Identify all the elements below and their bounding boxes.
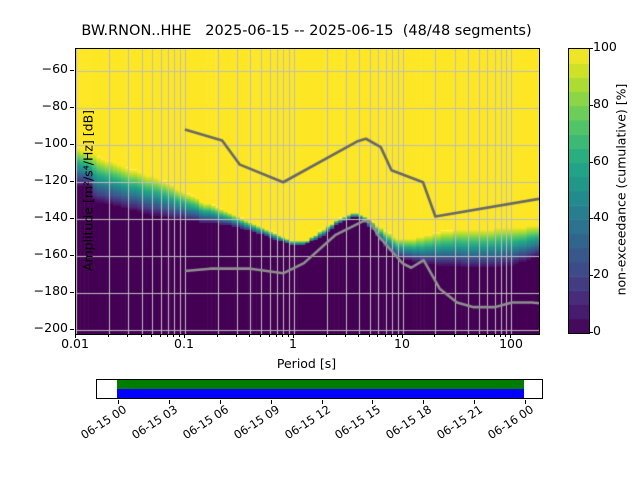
x-minor-tick [345,334,346,337]
x-minor-tick [269,334,270,337]
timeline-tick [118,400,119,404]
x-minor-tick [179,334,180,337]
x-tick-label: 0.01 [61,336,89,351]
x-tick-label: 10 [394,336,410,351]
plot-title: BW.RNON..HHE 2025-06-15 -- 2025-06-15 (4… [81,23,532,39]
y-major-tick [70,218,74,219]
timeline-tick [525,400,526,404]
x-minor-tick [454,334,455,337]
x-minor-tick [391,334,392,337]
colorbar [568,48,590,334]
timeline-tick [169,400,170,404]
colorbar-tick [590,105,593,106]
x-tick-label: 0.1 [174,336,194,351]
x-minor-tick [326,334,327,337]
y-tick-label: −180 [33,283,68,298]
x-minor-tick [108,334,109,337]
y-major-tick [70,292,74,293]
ppsd-heatmap-canvas [76,49,539,334]
x-minor-tick [505,334,506,337]
x-minor-tick [249,334,250,337]
y-tick-label: −160 [33,246,68,261]
x-minor-tick [397,334,398,337]
x-axis-label: Period [s] [276,356,337,371]
x-minor-tick [434,334,435,337]
x-minor-tick [141,334,142,337]
x-minor-tick [486,334,487,337]
y-major-tick [70,181,74,182]
ppsd-plot [75,48,540,335]
timeline-tick [372,400,373,404]
x-minor-tick [160,334,161,337]
x-minor-tick [500,334,501,337]
colorbar-tick [590,275,593,276]
x-minor-tick [260,334,261,337]
y-tick-label: −200 [33,320,68,335]
colorbar-tick [590,218,593,219]
y-major-tick [70,144,74,145]
colorbar-tick-label: 100 [593,39,617,54]
y-axis-label: Amplitude [m²/s⁴/Hz] [dB] [80,109,96,272]
x-minor-tick [127,334,128,337]
colorbar-tick [590,48,593,49]
x-major-tick [293,334,294,338]
timeline-green-bar [117,380,524,389]
x-major-tick [75,334,76,338]
y-tick-label: −60 [41,61,68,76]
y-major-tick [70,329,74,330]
x-minor-tick [288,334,289,337]
colorbar-tick-label: 0 [593,323,601,338]
timeline-tick [220,400,221,404]
x-minor-tick [369,334,370,337]
timeline-tick [423,400,424,404]
x-minor-tick [385,334,386,337]
timeline-tick [271,400,272,404]
x-minor-tick [173,334,174,337]
y-tick-label: −140 [33,209,68,224]
y-major-tick [70,107,74,108]
colorbar-tick-label: 80 [593,95,609,111]
timeline-tick [474,400,475,404]
x-major-tick [402,334,403,338]
x-minor-tick [467,334,468,337]
colorbar-tick-label: 40 [593,209,609,225]
x-minor-tick [151,334,152,337]
colorbar-tick [590,162,593,163]
colorbar-tick-label: 60 [593,152,609,168]
y-tick-label: −80 [41,98,68,113]
y-major-tick [70,255,74,256]
x-tick-label: 100 [499,336,523,351]
x-minor-tick [282,334,283,337]
x-minor-tick [358,334,359,337]
colorbar-gradient-canvas [569,49,589,333]
x-minor-tick [167,334,168,337]
x-minor-tick [478,334,479,337]
x-major-tick [184,334,185,338]
x-major-tick [510,334,511,338]
x-minor-tick [217,334,218,337]
y-tick-label: −120 [33,172,68,187]
x-minor-tick [276,334,277,337]
x-minor-tick [377,334,378,337]
colorbar-tick [590,332,593,333]
timeline-blue-bar [117,389,524,398]
timeline-tick [322,400,323,404]
y-major-tick [70,70,74,71]
x-minor-tick [494,334,495,337]
x-minor-tick [236,334,237,337]
x-tick-label: 1 [289,336,297,351]
colorbar-tick-label: 20 [593,266,609,282]
y-tick-label: −100 [33,135,68,150]
timeline-coverage-box [96,379,543,399]
colorbar-label: non-exceedance (cumulative) [%] [613,83,629,296]
